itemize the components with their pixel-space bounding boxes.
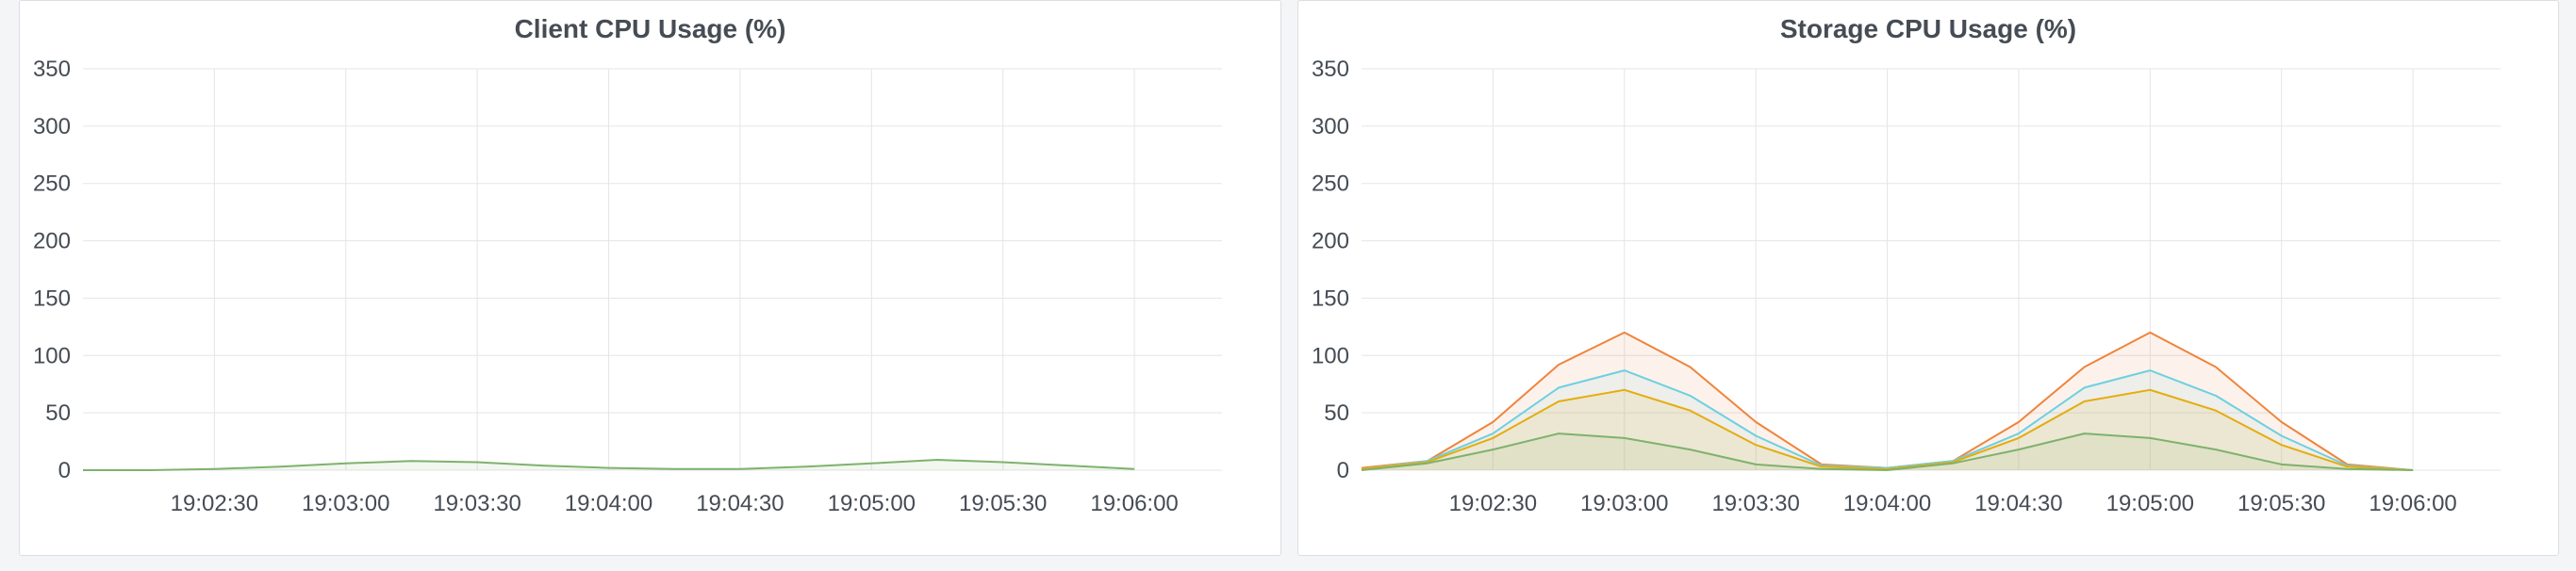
series-area-3 bbox=[1362, 433, 2414, 470]
y-tick-label: 350 bbox=[33, 57, 71, 82]
series-line-1[interactable] bbox=[1361, 369, 2414, 471]
x-tick-label: 19:02:30 bbox=[1449, 491, 1537, 516]
series-area-0 bbox=[83, 460, 1135, 470]
panel-title[interactable]: Storage CPU Usage (%) bbox=[1779, 14, 2077, 43]
series-area-1 bbox=[1362, 370, 2414, 470]
x-tick-label: 19:03:00 bbox=[302, 491, 389, 516]
storage-cpu-chart: 0 50 100 150 200 250 300 350 19:02:30 19:03:00 19:… bbox=[1312, 57, 2501, 516]
y-tick-label: 200 bbox=[33, 229, 71, 254]
y-tick-label: 350 bbox=[1312, 57, 1349, 82]
x-tick-label: 19:02:30 bbox=[171, 491, 258, 516]
x-tick-label: 19:03:00 bbox=[1580, 491, 1668, 516]
panel-title[interactable]: Client CPU Usage (%) bbox=[514, 14, 786, 43]
storage-cpu-panel: Storage CPU Usage (%) 0 50 100 150 200 250 300… bbox=[1297, 0, 2559, 556]
x-tick-label: 19:06:00 bbox=[2369, 491, 2456, 516]
series-line-3[interactable] bbox=[1361, 432, 2414, 471]
x-tick-label: 19:04:00 bbox=[1843, 491, 1931, 516]
y-tick-label: 100 bbox=[33, 343, 71, 368]
y-tick-label: 50 bbox=[45, 400, 71, 426]
y-tick-label: 300 bbox=[1312, 114, 1349, 139]
x-tick-label: 19:05:00 bbox=[828, 491, 916, 516]
x-tick-label: 19:06:00 bbox=[1090, 491, 1178, 516]
x-tick-label: 19:05:30 bbox=[2237, 491, 2325, 516]
series-line-2[interactable] bbox=[1361, 388, 2414, 471]
y-tick-label: 100 bbox=[1312, 343, 1349, 368]
x-tick-label: 19:03:30 bbox=[1711, 491, 1799, 516]
x-tick-label: 19:04:00 bbox=[565, 491, 652, 516]
y-tick-label: 0 bbox=[1337, 458, 1349, 483]
y-tick-label: 300 bbox=[33, 114, 71, 139]
y-tick-label: 250 bbox=[33, 171, 71, 197]
x-tick-label: 19:03:30 bbox=[433, 491, 520, 516]
client-cpu-chart: 0 50 100 150 200 250 300 350 19:02:30 19:03:00 19:… bbox=[33, 57, 1222, 516]
x-tick-label: 19:05:30 bbox=[959, 491, 1047, 516]
x-tick-label: 19:05:00 bbox=[2106, 491, 2194, 516]
x-tick-label: 19:04:30 bbox=[1974, 491, 2062, 516]
client-cpu-panel: Client CPU Usage (%) 0 50 100 150 200 250 300 3… bbox=[19, 0, 1281, 556]
y-tick-label: 150 bbox=[33, 286, 71, 311]
y-tick-label: 200 bbox=[1312, 229, 1349, 254]
y-tick-label: 250 bbox=[1312, 171, 1349, 197]
series-area-0 bbox=[1362, 332, 2414, 470]
y-tick-label: 0 bbox=[58, 458, 71, 483]
y-tick-label: 50 bbox=[1324, 400, 1349, 426]
series-area-2 bbox=[1362, 389, 2414, 470]
x-tick-label: 19:04:30 bbox=[696, 491, 784, 516]
y-tick-label: 150 bbox=[1312, 286, 1349, 311]
series-line-0[interactable] bbox=[83, 459, 1135, 471]
